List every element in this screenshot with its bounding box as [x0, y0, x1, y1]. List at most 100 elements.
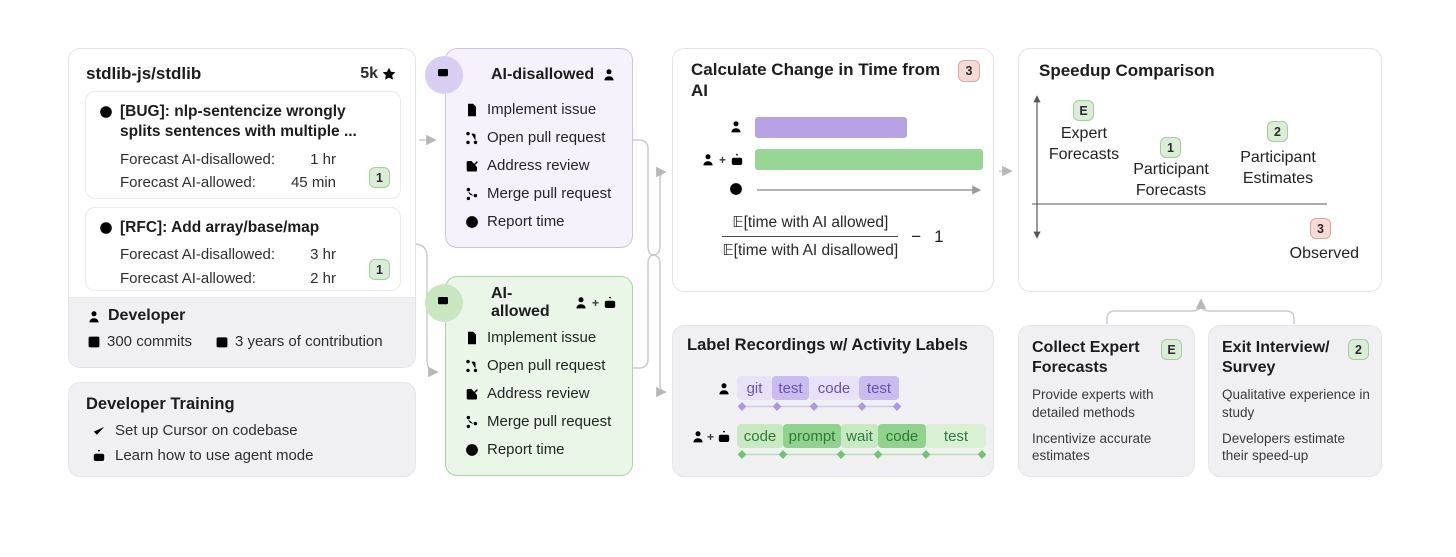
- activity-segment: wait: [841, 424, 878, 448]
- collect-body-2: Incentivize accurate estimates: [1032, 430, 1152, 464]
- commit-icon: [88, 336, 100, 348]
- step-label: Open pull request: [487, 356, 606, 374]
- connector-exit-up: [1200, 304, 1295, 324]
- condition-title: AI-disallowed: [491, 66, 595, 83]
- activity-segments-ai: code prompt wait code test: [737, 424, 989, 448]
- point-badge-expert: E: [1073, 100, 1094, 121]
- agents-human: [601, 67, 617, 83]
- forecast-value: 45 min: [290, 174, 336, 192]
- merge-icon: [466, 187, 478, 200]
- forecast-row: Forecast AI-allowed: 2 hr: [120, 267, 388, 290]
- file-icon: [468, 103, 476, 116]
- collect-title: Collect Expert Forecasts: [1032, 339, 1140, 376]
- workflow-steps: Implement issue Open pull request Addres…: [464, 95, 618, 235]
- constant-one: 1: [934, 226, 944, 246]
- stage-badge-e: E: [1161, 339, 1182, 360]
- training-item-label: Learn how to use agent mode: [115, 447, 314, 464]
- training-item: Learn how to use agent mode: [86, 447, 398, 464]
- step-address-review: Address review: [464, 379, 618, 407]
- developer-training-card: Developer Training Set up Cursor on code…: [68, 382, 416, 477]
- step-open-pr: Open pull request: [464, 123, 618, 151]
- person-icon: [693, 431, 703, 443]
- speedup-axes: [1032, 95, 1327, 239]
- issue-number-badge: 1: [369, 259, 390, 280]
- forecast-value: 2 hr: [310, 269, 336, 287]
- collect-body-1: Provide experts with detailed methods: [1032, 387, 1154, 420]
- merge-icon: [466, 415, 478, 428]
- ai-disallowed-card: AI-disallowed Implement issue Open pull …: [425, 48, 633, 248]
- plus-glyph: +: [591, 296, 599, 310]
- step-label: Open pull request: [487, 128, 606, 146]
- exit-body-2: Developers estimate their speed-up: [1222, 430, 1346, 464]
- bar-row-human: [691, 117, 907, 138]
- plus-glyph: +: [718, 152, 726, 167]
- person-icon: [604, 69, 614, 81]
- pull-request-icon: [466, 359, 478, 372]
- condition-title: AI-allowed: [491, 285, 550, 320]
- step-label: Implement issue: [487, 100, 597, 118]
- laptop-icon: [435, 68, 450, 79]
- star-icon: [382, 67, 396, 80]
- point-badge-2: 2: [1267, 121, 1288, 142]
- activity-segment: prompt: [783, 424, 841, 448]
- issue-number-badge: 1: [369, 167, 390, 188]
- activity-segment: code: [737, 424, 783, 448]
- step-label: Address review: [487, 384, 590, 402]
- clock-icon: [466, 215, 478, 228]
- robot-icon: [93, 449, 105, 461]
- clock-icon: [730, 183, 742, 195]
- formula-fraction: 𝔼[time with AI allowed] 𝔼[time with AI d…: [722, 213, 899, 260]
- step-label: Report time: [487, 440, 565, 458]
- bar-row-human-plus-ai: +: [691, 149, 983, 170]
- forecast-row: Forecast AI-disallowed: 1 hr: [120, 148, 388, 171]
- connector-allowed-out: [633, 254, 655, 369]
- workflow-steps: Implement issue Open pull request Addres…: [464, 323, 618, 463]
- step-merge-pr: Merge pull request: [464, 179, 618, 207]
- forecast-label: Forecast AI-disallowed:: [120, 150, 276, 168]
- issue-title: [RFC]: Add array/base/map: [120, 219, 320, 236]
- collect-expert-forecasts-card: Collect Expert Forecasts E Provide exper…: [1018, 325, 1195, 477]
- time-bar-ai-allowed: [755, 149, 983, 170]
- forecast-label: Forecast AI-allowed:: [120, 269, 256, 287]
- step-label: Merge pull request: [487, 412, 612, 430]
- point-label-participant-estimates: Participant Estimates: [1240, 149, 1316, 187]
- laptop-icon: [435, 296, 450, 307]
- forecast-row: Forecast AI-allowed: 45 min: [120, 171, 388, 194]
- speedup-comparison-card: Speedup Comparison E Expert Forecasts 1 …: [1018, 48, 1382, 292]
- commit-count: 300 commits: [107, 333, 193, 350]
- point-badge-1: 1: [1160, 137, 1181, 158]
- laptop-badge-purple: [425, 56, 463, 94]
- calculate-title: Calculate Change in Time from AI: [691, 60, 941, 101]
- segment-markers-human: [737, 402, 902, 411]
- minus-sign: −: [911, 226, 922, 246]
- activity-segment: git: [737, 376, 772, 400]
- point-label-observed: Observed: [1289, 245, 1359, 262]
- issue-card-rfc: [RFC]: Add array/base/map Forecast AI-di…: [85, 207, 401, 291]
- exit-title: Exit Interview/ Survey: [1222, 338, 1344, 378]
- laptop-badge-green: [425, 284, 463, 322]
- point-label-participant-forecasts: Participant Forecasts: [1133, 161, 1209, 199]
- forecast-label: Forecast AI-allowed:: [120, 174, 256, 192]
- step-label: Address review: [487, 156, 590, 174]
- activity-segment: test: [772, 376, 809, 400]
- person-icon: [89, 310, 99, 322]
- training-title: Developer Training: [86, 395, 235, 413]
- calculate-change-card: Calculate Change in Time from AI 3 +: [672, 48, 994, 292]
- developer-title: Developer: [108, 307, 186, 324]
- training-item: Set up Cursor on codebase: [86, 422, 398, 439]
- point-badge-3: 3: [1310, 218, 1331, 239]
- activity-segments-human: git test code test: [737, 376, 903, 400]
- clock-icon: [466, 443, 478, 456]
- calendar-icon: [216, 336, 228, 348]
- activity-segment: code: [809, 376, 859, 400]
- step-open-pr: Open pull request: [464, 351, 618, 379]
- time-axis-row: [691, 181, 991, 198]
- repo-name: stdlib-js/stdlib: [86, 64, 202, 83]
- time-axis-arrow: [757, 184, 982, 195]
- step-label: Report time: [487, 212, 565, 230]
- step-address-review: Address review: [464, 151, 618, 179]
- activity-row-human: git test code test: [687, 376, 903, 413]
- exit-title-line1: Exit Interview/: [1222, 339, 1330, 356]
- step-label: Implement issue: [487, 328, 597, 346]
